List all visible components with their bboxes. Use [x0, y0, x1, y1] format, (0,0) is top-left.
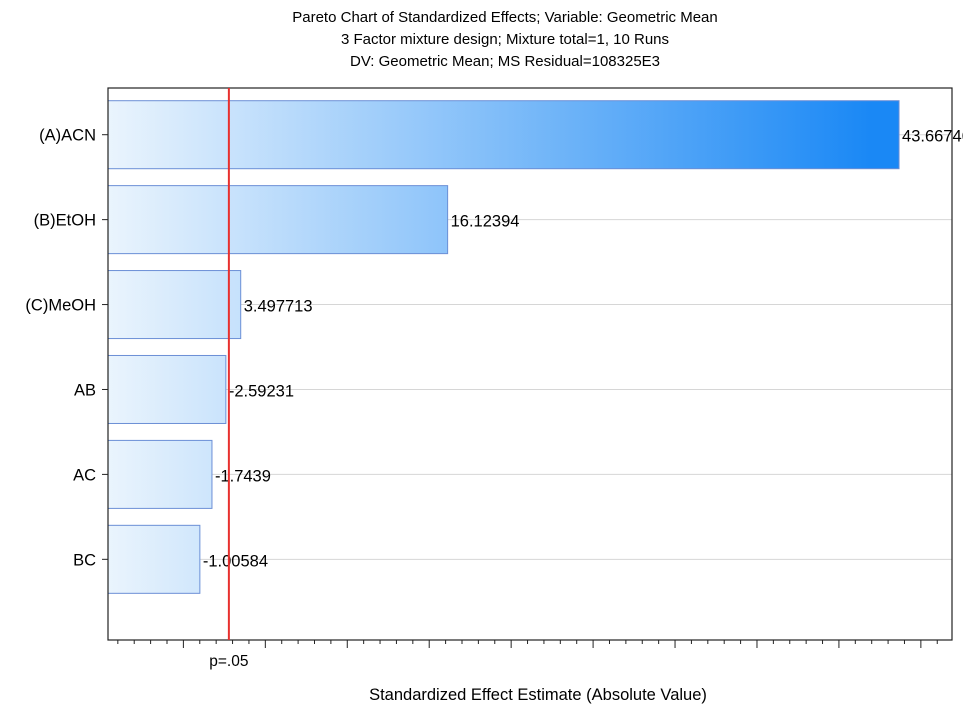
value-label: -1.7439	[215, 467, 271, 485]
value-label: 16.12394	[451, 213, 520, 231]
value-label: 3.497713	[244, 298, 313, 316]
bar	[107, 524, 201, 594]
category-label: AC	[73, 466, 96, 484]
category-label: AB	[74, 381, 96, 399]
bar	[107, 100, 900, 170]
category-labels: (A)ACN (B)EtOH (C)MeOH AB AC BC	[25, 127, 96, 570]
bar	[107, 185, 449, 255]
axis-ticks	[102, 134, 938, 648]
value-label: 43.66746	[902, 128, 963, 146]
x-axis-label: Standardized Effect Estimate (Absolute V…	[369, 686, 707, 704]
chart-title-line-2: 3 Factor mixture design; Mixture total=1…	[341, 31, 669, 48]
bars	[107, 100, 900, 594]
plot-frame	[107, 87, 953, 641]
category-label: (B)EtOH	[34, 212, 96, 230]
bar	[107, 270, 242, 340]
chart-title-line-1: Pareto Chart of Standardized Effects; Va…	[292, 9, 718, 26]
category-label: (C)MeOH	[25, 297, 96, 315]
category-label: BC	[73, 551, 96, 569]
significance-label: p=.05	[209, 653, 248, 670]
chart-title-line-3: DV: Geometric Mean; MS Residual=108325E3	[350, 53, 660, 70]
value-label: -2.59231	[229, 382, 294, 400]
bar	[107, 354, 227, 424]
bar	[107, 439, 213, 509]
category-label: (A)ACN	[39, 127, 96, 145]
value-label: -1.00584	[203, 552, 268, 570]
